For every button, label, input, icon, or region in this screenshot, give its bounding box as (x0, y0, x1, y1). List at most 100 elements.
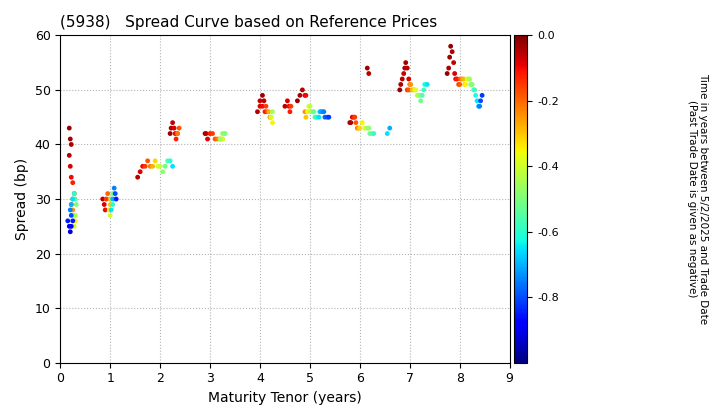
Point (414, 92, 426, 99)
Point (266, 108, 278, 115)
Point (257, 103, 269, 110)
Point (67, 196, 78, 202)
Point (207, 130, 218, 137)
Point (264, 108, 275, 115)
Point (354, 125, 366, 131)
Point (344, 119, 356, 126)
Point (475, 97, 487, 104)
Point (446, 48, 458, 55)
Point (285, 103, 297, 110)
Point (65, 136, 76, 142)
Point (317, 108, 328, 115)
Point (405, 81, 416, 88)
Point (172, 130, 184, 137)
Point (294, 92, 306, 99)
Point (308, 108, 320, 115)
Point (451, 76, 463, 82)
Point (212, 136, 223, 142)
Point (168, 125, 180, 131)
Point (215, 136, 226, 142)
Point (154, 163, 166, 170)
Point (260, 103, 271, 110)
Point (313, 114, 325, 121)
Point (66, 212, 77, 219)
Point (65, 228, 76, 235)
Point (279, 103, 291, 110)
Point (283, 103, 294, 110)
Point (109, 190, 121, 197)
Point (395, 81, 407, 88)
Y-axis label: Time in years between 5/2/2025 and Trade Date
(Past Trade Date is given as negat: Time in years between 5/2/2025 and Trade… (687, 74, 708, 325)
Point (104, 207, 115, 213)
Point (345, 119, 356, 126)
Point (307, 108, 318, 115)
Point (137, 163, 148, 170)
Point (364, 130, 376, 137)
Point (266, 119, 278, 126)
Point (459, 81, 470, 88)
Point (398, 70, 410, 77)
Point (140, 163, 151, 170)
Point (166, 125, 177, 131)
Point (463, 76, 474, 82)
Point (443, 65, 454, 71)
Point (465, 81, 477, 88)
Point (302, 108, 313, 115)
Point (104, 212, 116, 219)
Point (167, 119, 179, 126)
Point (70, 212, 81, 219)
Point (309, 114, 320, 121)
Point (356, 119, 368, 126)
Point (109, 185, 120, 192)
Point (258, 97, 270, 104)
Point (366, 130, 378, 137)
Point (145, 163, 156, 170)
Point (215, 136, 226, 142)
Point (462, 76, 473, 82)
Point (200, 130, 212, 137)
Point (210, 136, 221, 142)
Point (402, 87, 413, 93)
Point (314, 108, 325, 115)
Point (384, 125, 395, 131)
Point (68, 212, 80, 219)
Point (68, 223, 80, 230)
Point (304, 103, 315, 110)
Point (265, 114, 276, 121)
Point (415, 97, 426, 104)
Point (105, 196, 117, 202)
Point (477, 92, 488, 99)
Point (264, 114, 276, 121)
Point (361, 125, 373, 131)
Text: (5938)   Spread Curve based on Reference Prices: (5938) Spread Curve based on Reference P… (60, 15, 438, 30)
Point (299, 108, 310, 115)
Point (67, 179, 78, 186)
Point (63, 125, 75, 131)
Point (404, 81, 415, 88)
Point (149, 158, 161, 164)
Point (403, 76, 415, 82)
Point (474, 103, 485, 110)
Point (152, 163, 163, 170)
Y-axis label: Spread (bp): Spread (bp) (15, 158, 29, 240)
Point (322, 114, 333, 121)
Point (70, 196, 81, 202)
Point (62, 218, 73, 224)
Point (254, 97, 266, 104)
Point (63, 223, 75, 230)
Point (107, 196, 119, 202)
Point (353, 125, 364, 131)
Point (162, 158, 174, 164)
Point (312, 114, 323, 121)
Point (403, 87, 415, 93)
Point (468, 87, 480, 93)
Point (101, 196, 112, 202)
Point (66, 223, 77, 230)
Point (171, 136, 182, 142)
Point (63, 152, 75, 159)
Point (66, 174, 77, 181)
Point (172, 130, 184, 137)
Point (409, 87, 420, 93)
Point (449, 70, 460, 77)
Point (408, 87, 420, 93)
